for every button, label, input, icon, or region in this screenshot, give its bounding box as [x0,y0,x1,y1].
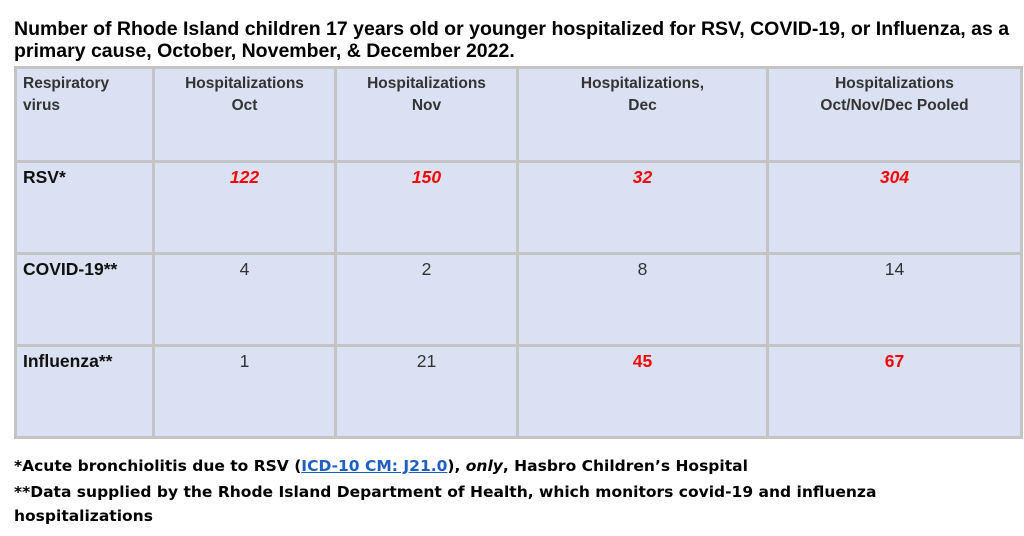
hospitalizations-table: Respiratory virus Hospitalizations Oct H… [14,66,1023,439]
cell-influenza-dec: 45 [516,344,769,439]
header-cell-virus: Respiratory virus [14,66,155,163]
footnote-rsv-emphasis: only [465,457,503,475]
row-label-influenza: Influenza** [14,344,155,439]
row-label-covid: COVID-19** [14,252,155,347]
footnote-rsv: *Acute bronchiolitis due to RSV (ICD-10 … [14,454,1014,478]
cell-influenza-nov: 21 [334,344,519,439]
footnote-ridoh: **Data supplied by the Rhode Island Depa… [14,483,877,525]
header-oct-line1: Hospitalizations [185,75,304,92]
header-cell-oct: Hospitalizations Oct [152,66,337,163]
footnote-rsv-prefix: *Acute bronchiolitis due to RSV ( [14,457,302,475]
cell-covid-dec: 8 [516,252,769,347]
row-label-rsv: RSV* [14,160,155,255]
header-cell-pooled: Hospitalizations Oct/Nov/Dec Pooled [766,66,1023,163]
table-row-rsv: RSV* 122 150 32 304 [14,160,1023,255]
table-row-influenza: Influenza** 1 21 45 67 [14,344,1023,439]
cell-influenza-pooled: 67 [766,344,1023,439]
header-dec-line1: Hospitalizations, [580,75,705,92]
header-virus-line1: Respiratory [23,75,110,92]
header-virus-line2: virus [23,97,61,114]
cell-rsv-oct: 122 [152,160,337,255]
cell-rsv-dec: 32 [516,160,769,255]
table-title: Number of Rhode Island children 17 years… [14,18,1010,62]
icd-code-link[interactable]: ICD-10 CM: J21.0 [301,457,448,475]
header-oct-line2: Oct [231,97,258,114]
header-row: Respiratory virus Hospitalizations Oct H… [14,66,1023,163]
cell-influenza-oct: 1 [152,344,337,439]
cell-rsv-pooled: 304 [766,160,1023,255]
header-dec-line2: Dec [628,97,657,114]
header-cell-nov: Hospitalizations Nov [334,66,519,163]
header-pooled-line1: Hospitalizations [835,75,954,92]
header-nov-line1: Hospitalizations [367,75,486,92]
cell-covid-pooled: 14 [766,252,1023,347]
header-pooled-line2: Oct/Nov/Dec Pooled [820,97,969,114]
header-nov-line2: Nov [411,97,442,114]
cell-covid-oct: 4 [152,252,337,347]
footnote-rsv-suffix: , Hasbro Children’s Hospital [502,457,748,475]
footnote-rsv-mid: ), [447,457,466,475]
header-cell-dec: Hospitalizations, Dec [516,66,769,163]
cell-covid-nov: 2 [334,252,519,347]
table-row-covid: COVID-19** 4 2 8 14 [14,252,1023,347]
cell-rsv-nov: 150 [334,160,519,255]
